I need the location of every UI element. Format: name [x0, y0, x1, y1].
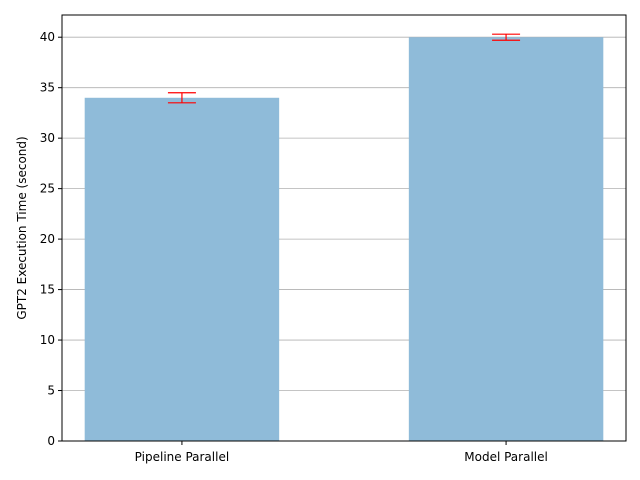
bar	[408, 37, 604, 442]
y-tick-label: 0	[47, 434, 55, 448]
y-tick-label: 40	[40, 30, 55, 44]
y-tick-label: 5	[47, 384, 55, 398]
y-axis-ticks: 0 5 10 15 20 25 30 35 40	[40, 30, 62, 448]
bars	[84, 37, 604, 442]
y-tick-label: 10	[40, 333, 55, 347]
y-tick-label: 30	[40, 131, 55, 145]
plot-frame	[61, 14, 627, 442]
error-bars	[167, 33, 521, 104]
y-axis-label: GPT2 Execution Time (second)	[15, 136, 29, 319]
x-axis-ticks: Pipeline Parallel Model Parallel	[135, 441, 548, 464]
x-tick-label: Pipeline Parallel	[135, 450, 230, 464]
y-tick-label: 35	[40, 81, 55, 95]
y-tick-label: 20	[40, 232, 55, 246]
y-tick-label: 25	[40, 182, 55, 196]
x-tick-label: Model Parallel	[464, 450, 548, 464]
bar	[84, 97, 280, 441]
y-tick-label: 15	[40, 283, 55, 297]
